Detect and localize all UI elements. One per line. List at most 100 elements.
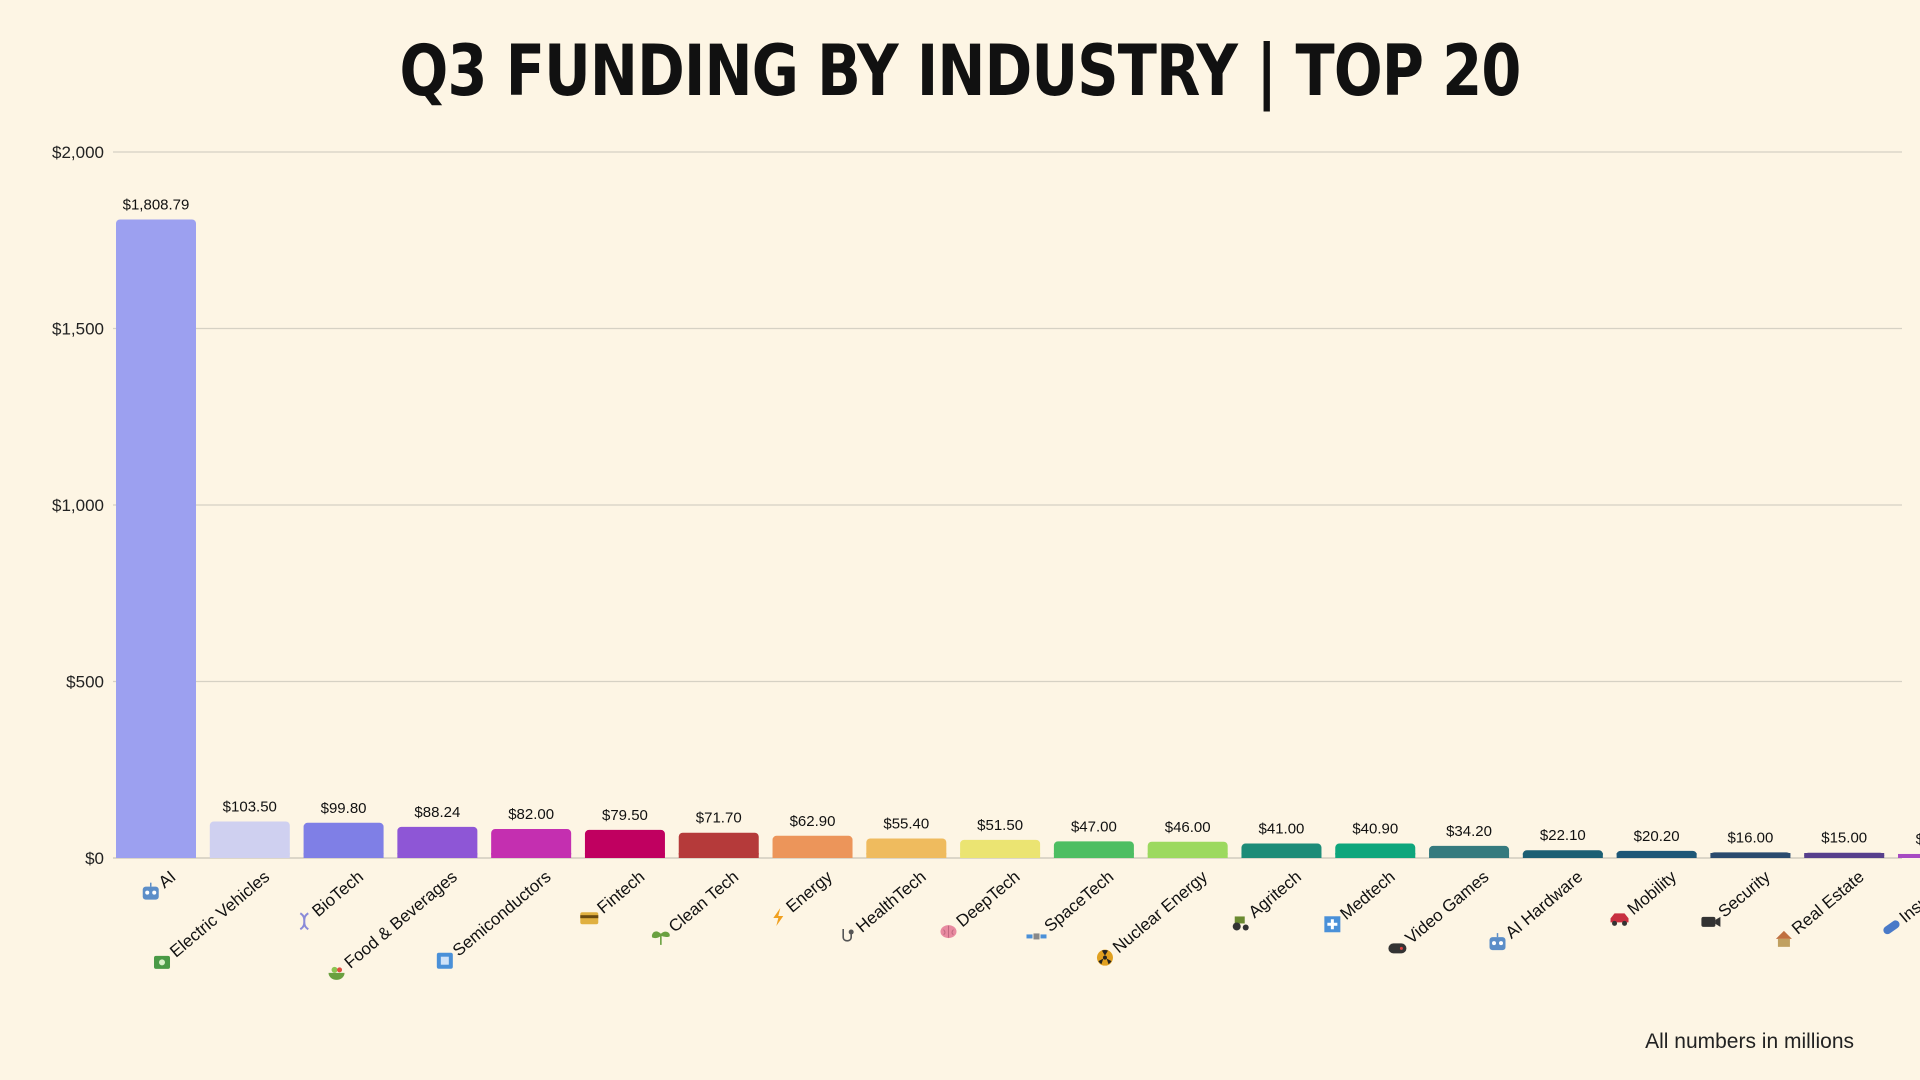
x-tick-icon-wrap [1883,920,1900,935]
x-tick-label-group: Real Estate [1775,867,1868,947]
x-tick-icon-wrap [1324,916,1341,933]
data-label: $15.00 [1821,830,1867,847]
lightning-icon [773,907,784,926]
x-tick-icon-wrap [651,931,670,945]
bar-electric-vehicles [209,821,290,858]
chart-title: Q3 FUNDING BY INDUSTRY | TOP 20 [399,30,1521,112]
satellite-icon [1026,933,1047,940]
x-tick-label: Electric Vehicles [166,867,273,961]
bar-base [1241,853,1322,858]
data-label: $11.40 [1916,831,1920,848]
x-tick-label: Real Estate [1788,867,1868,938]
x-tick-label-group: Insurtech [1883,867,1920,935]
units-footnote: All numbers in millions [1645,1030,1854,1053]
x-tick-icon-wrap [1701,916,1721,927]
x-tick-label: Fintech [593,867,648,917]
x-tick-label: Clean Tech [665,867,742,936]
data-label: $88.24 [414,804,460,821]
x-tick-icon-wrap [436,952,453,969]
x-tick-label: Security [1715,867,1775,921]
data-label: $1,808.79 [123,196,190,213]
dna-icon [299,912,309,931]
bar-base [1522,853,1603,858]
gamepad-icon [1388,943,1407,954]
x-tick-label: DeepTech [953,867,1024,931]
x-tick-icon-wrap [1232,916,1249,931]
bar-base [303,853,384,858]
x-tick-label-group: HealthTech [842,867,930,942]
hospital-icon [1324,916,1341,933]
bar-fintech [584,829,665,858]
x-tick-label: Semiconductors [449,867,555,960]
x-tick-label: Mobility [1624,867,1681,919]
data-label: $82.00 [508,806,554,823]
data-label: $41.00 [1259,821,1305,838]
x-tick-label: AI Hardware [1502,867,1587,942]
x-tick-icon-wrap [1026,933,1047,940]
x-tick-label: Energy [782,867,836,916]
y-tick-label: $1,000 [52,496,104,515]
x-tick-icon-wrap [154,955,171,969]
bar-base [491,853,572,858]
x-tick-label: Insurtech [1896,867,1920,927]
bar-base [1616,853,1697,858]
y-tick-label: $0 [85,849,104,868]
radioactive-icon [1096,949,1113,966]
bar-base [1335,853,1416,858]
house-icon [1775,930,1792,947]
x-tick-icon-wrap [940,925,957,939]
x-tick-label: Medtech [1337,867,1399,923]
x-tick-label-group: BioTech [299,867,367,931]
bar-semiconductors [491,829,572,858]
bar-base [1710,853,1791,858]
data-label: $20.20 [1634,828,1680,845]
bar-base [1053,853,1134,858]
x-tick-icon-wrap [299,912,309,931]
x-tick-label: Agritech [1245,867,1305,922]
data-label: $99.80 [321,800,367,817]
bar-clean-tech [678,832,759,858]
x-tick-label-group: Medtech [1324,867,1399,933]
x-tick-label-group: Video Games [1388,867,1493,954]
y-tick-label: $2,000 [52,143,104,162]
chip-icon [436,952,453,969]
data-label: $79.50 [602,807,648,824]
bar-base [1429,853,1510,858]
x-tick-label-group: Clean Tech [651,867,742,945]
x-tick-label-group: Energy [773,867,836,926]
data-label: $34.20 [1446,823,1492,840]
salad-icon [328,966,345,980]
bar-base [1898,853,1920,858]
data-label: $55.40 [883,815,929,832]
y-tick-label: $1,500 [52,320,104,339]
bar-biotech [303,822,384,858]
credit-card-icon [580,912,599,925]
brain-icon [940,925,957,939]
x-tick-label-group: Mobility [1610,867,1681,926]
robot-icon [1489,933,1506,951]
x-tick-label: Video Games [1402,867,1493,948]
x-tick-label: SpaceTech [1041,867,1118,936]
money-icon [154,955,171,969]
x-tick-icon-wrap [1610,913,1629,926]
x-tick-label-group: Agritech [1232,867,1305,931]
bar-base [960,853,1041,858]
x-tick-icon-wrap [328,966,345,980]
robot-icon [142,882,159,900]
bar-base [584,853,665,858]
x-tick-icon-wrap [1096,949,1113,966]
bar-base [116,853,196,858]
bar-energy [772,835,853,858]
x-tick-label: BioTech [308,867,367,920]
x-tick-icon-wrap [842,929,854,942]
x-tick-icon-wrap [1489,933,1506,951]
data-label: $16.00 [1727,829,1773,846]
x-tick-label-group: AI [142,867,179,900]
x-tick-icon-wrap [1388,943,1407,954]
stethoscope-icon [842,929,854,942]
seedling-icon [651,931,670,945]
x-tick-label-group: DeepTech [940,867,1024,939]
x-tick-icon-wrap [1775,930,1792,947]
data-label: $46.00 [1165,819,1211,836]
